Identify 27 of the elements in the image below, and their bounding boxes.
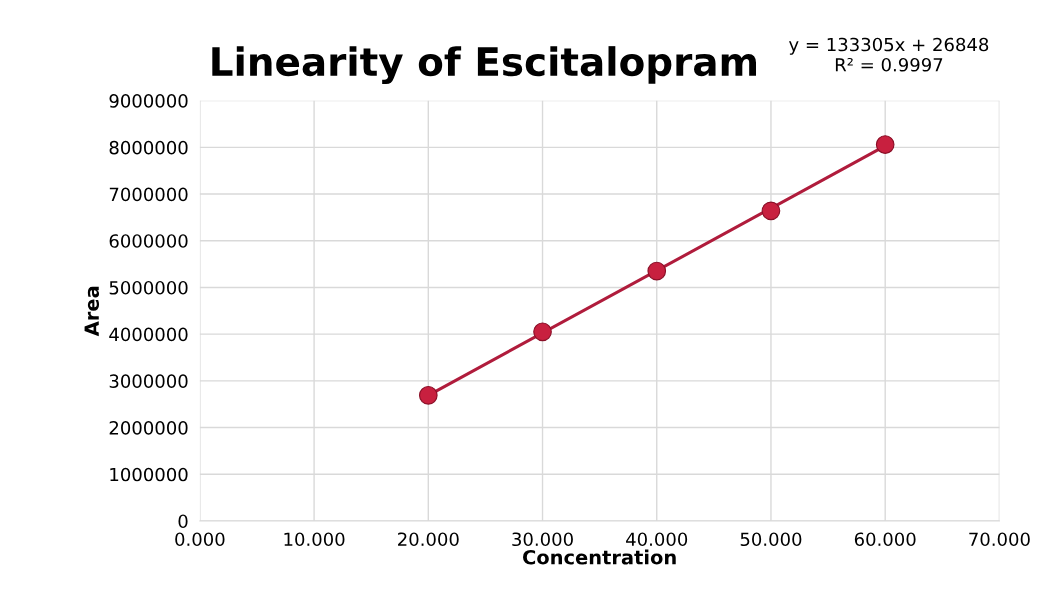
point <box>647 261 667 281</box>
point <box>418 385 438 405</box>
point <box>761 201 781 221</box>
y-tick-label: 1000000 <box>110 467 188 482</box>
x-tick-label: 30.000 <box>512 532 573 547</box>
y-tick-label: 7000000 <box>109 187 188 202</box>
y-tick-label: 6000000 <box>109 234 188 248</box>
x-tick-label: 10.000 <box>284 532 345 547</box>
x-tick-label: 20.000 <box>398 532 459 547</box>
y-tick-label: 2000000 <box>109 421 188 435</box>
y-tick-label: 8000000 <box>109 140 188 155</box>
y-axis-title: Area <box>84 286 100 337</box>
point <box>875 135 895 154</box>
x-tick-label: 70.000 <box>969 532 1030 547</box>
chart-title: Linearity of Escitalopram <box>212 46 757 85</box>
y-tick-label: 3000000 <box>109 374 188 388</box>
x-axis-title: Concentration <box>523 549 676 565</box>
y-tick-label: 9000000 <box>109 94 188 108</box>
x-tick-label: 40.000 <box>626 532 688 547</box>
y-tick-label: 5000000 <box>109 280 188 295</box>
y-tick-label: 4000000 <box>109 327 188 342</box>
point <box>533 322 552 342</box>
x-tick-label: 60.000 <box>854 532 916 547</box>
y-tick-label: 0 <box>178 514 188 529</box>
text: y = 133305x + 26848 R² = 0.9997 <box>789 37 989 72</box>
x-tick-label: 50.000 <box>740 532 802 547</box>
x-tick-label: 0.000 <box>175 532 225 547</box>
